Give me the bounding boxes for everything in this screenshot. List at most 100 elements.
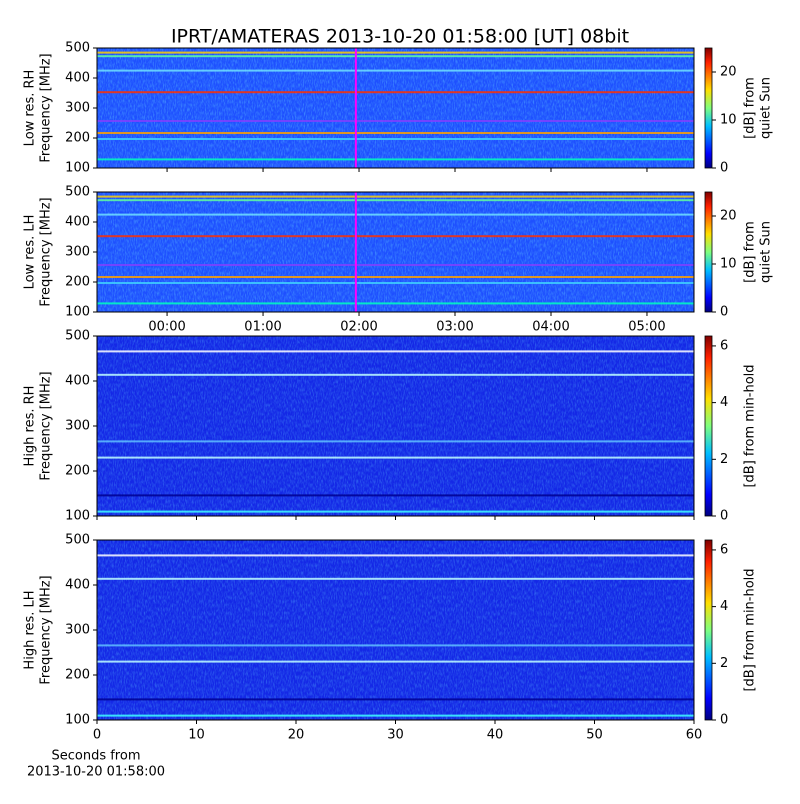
y-tick-label: 400 [65,374,90,389]
y-tick-label: 500 [65,329,90,344]
colorbar-tick-label: 4 [720,599,728,614]
x-tick-label: 20 [288,728,305,743]
y-tick-label: 500 [65,41,90,56]
spectrogram-band [97,51,694,54]
x-tick-label: 05:00 [628,320,665,335]
y-axis-label: High res. RH [23,386,38,467]
x-tick-label: 30 [387,728,404,743]
spectrogram-band [97,132,694,134]
colorbar-tick-label: 10 [720,257,737,272]
spectrogram-band [97,660,694,663]
y-tick-label: 200 [65,668,90,683]
spectrogram-band [97,120,694,122]
x-tick-label: 00:00 [148,320,185,335]
x-tick-label: 40 [487,728,504,743]
colorbar-label: [dB] from min-hold [743,364,758,487]
spectrogram-noise [97,540,694,720]
y-axis-label: Frequency [MHz] [39,53,54,162]
spectrogram-band [97,494,694,497]
x-axis-label: Seconds from [51,749,140,764]
spectrogram-band [97,440,694,443]
y-tick-label: 400 [65,71,90,86]
spectrogram-band [97,69,694,72]
spectrogram-band [97,698,694,701]
y-axis-label: Low res. LH [23,215,38,290]
colorbar-tick-label: 20 [720,65,737,80]
spectrogram-band [97,195,694,198]
spectrogram-band [97,456,694,459]
x-tick-label: 50 [586,728,603,743]
y-tick-label: 200 [65,275,90,290]
y-axis-label: Frequency [MHz] [39,575,54,684]
spectrogram-band [97,554,694,557]
x-tick-label: 0 [93,728,101,743]
spectrogram-band [97,138,694,140]
spectrogram-band [97,276,694,278]
y-tick-label: 300 [65,419,90,434]
spectrogram-band [97,373,694,376]
y-axis-label: Frequency [MHz] [39,197,54,306]
y-tick-label: 100 [65,161,90,176]
spectrogram-band [97,199,694,202]
colorbar-label: [dB] from [743,77,758,139]
x-tick-label: 03:00 [436,320,473,335]
spectrogram-band [97,577,694,580]
colorbar-tick-label: 0 [720,305,728,320]
spectrogram-band [97,714,694,717]
x-tick-label: 04:00 [532,320,569,335]
x-tick-label: 01:00 [244,320,281,335]
colorbar-label: quiet Sun [759,77,774,139]
y-tick-label: 300 [65,623,90,638]
spectrogram-band [97,644,694,647]
colorbar-tick-label: 6 [720,338,728,353]
y-tick-label: 300 [65,245,90,260]
spectrogram-noise [97,192,694,312]
spectrogram-band [97,235,694,238]
y-tick-label: 100 [65,509,90,524]
spectrogram-noise [97,48,694,168]
colorbar-label: quiet Sun [759,221,774,283]
figure-title: IPRT/AMATERAS 2013-10-20 01:58:00 [UT] 0… [171,26,629,48]
colorbar-tick-label: 0 [720,161,728,176]
y-tick-label: 100 [65,305,90,320]
x-tick-label: 10 [188,728,205,743]
y-axis-label: High res. LH [23,590,38,669]
colorbar [704,539,713,721]
colorbar-tick-label: 20 [720,209,737,224]
y-tick-label: 500 [65,185,90,200]
y-tick-label: 500 [65,533,90,548]
colorbar-tick-label: 4 [720,395,728,410]
colorbar [704,335,713,517]
colorbar [704,47,713,169]
colorbar [704,191,713,313]
colorbar-tick-label: 6 [720,542,728,557]
colorbar-tick-label: 0 [720,509,728,524]
x-tick-label: 60 [686,728,703,743]
spectrogram-band [97,510,694,513]
y-tick-label: 300 [65,101,90,116]
spectrogram-band [97,213,694,216]
spectrogram-band [97,158,694,161]
colorbar-tick-label: 2 [720,452,728,467]
colorbar-tick-label: 2 [720,656,728,671]
colorbar-tick-label: 0 [720,713,728,728]
y-axis-label: Frequency [MHz] [39,371,54,480]
spectrogram-band [97,350,694,353]
colorbar-tick-label: 10 [720,113,737,128]
y-tick-label: 400 [65,215,90,230]
y-axis-label: Low res. RH [23,70,38,147]
spectrogram-band [97,302,694,305]
x-axis-label: 2013-10-20 01:58:00 [27,765,165,780]
spectrogram-noise [97,336,694,516]
y-tick-label: 100 [65,713,90,728]
colorbar-label: [dB] from [743,221,758,283]
spectrogram-band [97,55,694,58]
spectrogram-band [97,264,694,266]
spectrogram-band [97,282,694,284]
x-tick-label: 02:00 [340,320,377,335]
y-tick-label: 400 [65,578,90,593]
spectrogram-band [97,91,694,94]
colorbar-label: [dB] from min-hold [743,568,758,691]
y-tick-label: 200 [65,131,90,146]
